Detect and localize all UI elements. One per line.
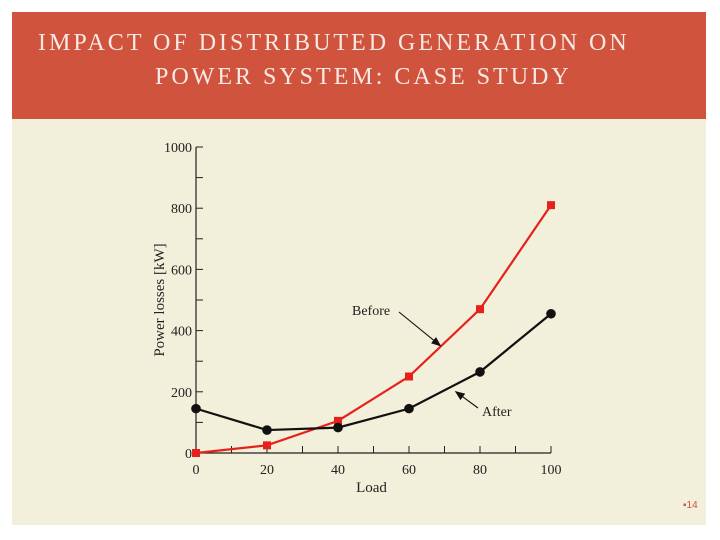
data-point-after [404, 403, 414, 414]
annotation-label-before: Before [352, 304, 390, 319]
y-tick-label: 0 [185, 447, 192, 462]
x-tick-label: 60 [402, 463, 416, 478]
x-tick-label: 100 [541, 463, 562, 478]
y-tick-label: 200 [171, 386, 192, 401]
content-panel [12, 119, 706, 525]
page-bullet-icon: ▪ [683, 500, 687, 511]
data-point-before [192, 449, 200, 457]
y-axis-label: Power losses [kW] [152, 243, 168, 356]
data-point-after [191, 403, 201, 414]
data-point-before [405, 372, 413, 381]
y-tick-label: 1000 [164, 141, 192, 156]
series-line-before [195, 204, 552, 455]
y-tick-label: 400 [171, 325, 192, 340]
data-point-after [333, 422, 343, 433]
data-point-after [475, 367, 485, 377]
slide-title-line-2: POWER SYSTEM: CASE STUDY [155, 64, 572, 90]
data-point-before [547, 201, 555, 210]
series-line-after [195, 312, 552, 432]
x-tick-label: 0 [193, 463, 200, 478]
x-axis-label: Load [356, 480, 387, 496]
data-point-after [546, 308, 556, 319]
data-point-before [334, 416, 342, 425]
x-tick-label: 20 [260, 463, 274, 478]
slide-title-line-1: IMPACT OF DISTRIBUTED GENERATION ON [38, 30, 630, 56]
title-bar [12, 12, 706, 119]
y-tick-label: 800 [171, 202, 192, 217]
data-point-before [476, 305, 484, 314]
x-tick-label: 80 [473, 463, 487, 478]
y-tick-label: 600 [171, 263, 192, 278]
page-number-value: 14 [686, 500, 698, 511]
page-number: ▪14 [683, 500, 698, 511]
annotation-arrow-before [398, 311, 442, 347]
annotation-label-after: After [482, 405, 512, 420]
x-tick-label: 40 [331, 463, 345, 478]
annotation-arrow-after [454, 391, 479, 409]
data-point-after [262, 425, 272, 435]
data-point-before [263, 441, 271, 450]
